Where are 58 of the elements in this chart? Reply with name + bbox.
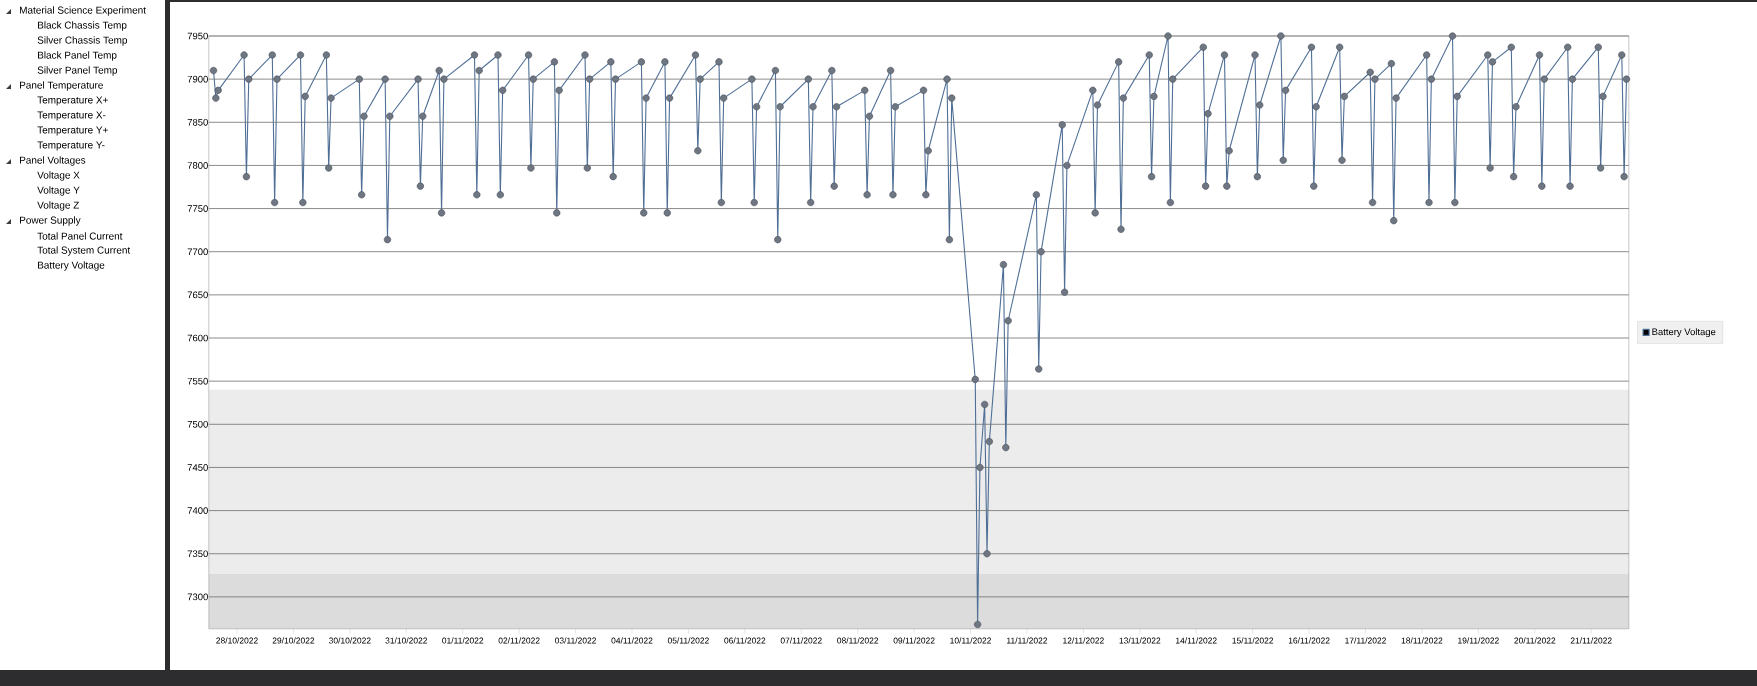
y-tick-label: 7300 [187,593,208,601]
text: Voltage Z [37,201,79,211]
text: Temperature Y+ [37,126,108,136]
x-tick-label: 17/11/2022 [1345,637,1386,644]
y-tick-label: 7500 [187,420,208,428]
text: Temperature Y- [37,141,105,151]
x-tick-label: 04/11/2022 [611,637,653,644]
x-tick-label: 11/11/2022 [1007,637,1048,644]
x-tick-label: 30/10/2022 [329,637,371,644]
y-tick-label: 7900 [187,75,208,83]
x-tick-label: 21/11/2022 [1570,637,1612,644]
x-tick-label: 09/11/2022 [893,637,935,644]
x-tick-label: 12/11/2022 [1063,637,1104,644]
y-tick-label: 7400 [187,507,208,514]
x-tick-label: 29/10/2022 [272,637,315,644]
y-tick-label: 7350 [187,550,208,558]
x-tick-label: 06/11/2022 [724,637,766,644]
x-tick-label: 16/11/2022 [1288,637,1330,644]
x-tick-label: 14/11/2022 [1176,637,1217,644]
text: Panel Voltages [20,156,86,166]
y-tick-label: 7600 [187,334,208,342]
y-tick-label: 7800 [187,162,208,169]
text: Black Panel Temp [38,51,117,61]
text: Total System Current [37,246,131,256]
text: Temperature X- [37,111,106,121]
x-tick-label: 15/11/2022 [1232,637,1274,644]
text: Voltage X [37,171,80,181]
y-tick-label: 7550 [187,377,208,385]
text: Temperature X+ [37,96,108,106]
y-tick-label: 7650 [187,291,208,299]
y-tick-label: 7850 [187,118,208,126]
text: Battery Voltage [38,261,105,271]
y-tick-label: 7950 [187,32,208,40]
x-tick-label: 31/10/2022 [385,637,428,644]
text: Silver Panel Temp [37,66,118,76]
x-tick-label: 28/10/2022 [216,637,258,644]
text: Total Panel Current [37,232,123,240]
x-tick-label: 10/11/2022 [950,637,991,644]
text: Power Supply [20,216,81,226]
text: Black Chassis Temp [38,21,127,31]
x-tick-label: 19/11/2022 [1458,637,1499,644]
x-tick-label: 20/11/2022 [1514,637,1556,644]
y-tick-label: 7450 [187,464,208,471]
x-tick-label: 08/11/2022 [837,637,879,644]
text: Material Science Experiment [20,6,146,16]
x-tick-label: 01/11/2022 [442,637,484,644]
text: Voltage Y [37,186,80,196]
x-tick-label: 02/11/2022 [498,637,540,644]
x-tick-label: 18/11/2022 [1401,637,1443,644]
x-tick-label: 05/11/2022 [667,637,709,644]
legend-label: Battery Voltage [1652,328,1716,338]
text: Silver Chassis Temp [37,36,128,46]
x-tick-label: 03/11/2022 [555,637,597,644]
y-tick-label: 7700 [187,248,208,256]
x-tick-label: 13/11/2022 [1119,637,1161,644]
x-tick-label: 07/11/2022 [780,637,822,644]
y-tick-label: 7750 [187,205,208,212]
text: Panel Temperature [20,81,103,91]
